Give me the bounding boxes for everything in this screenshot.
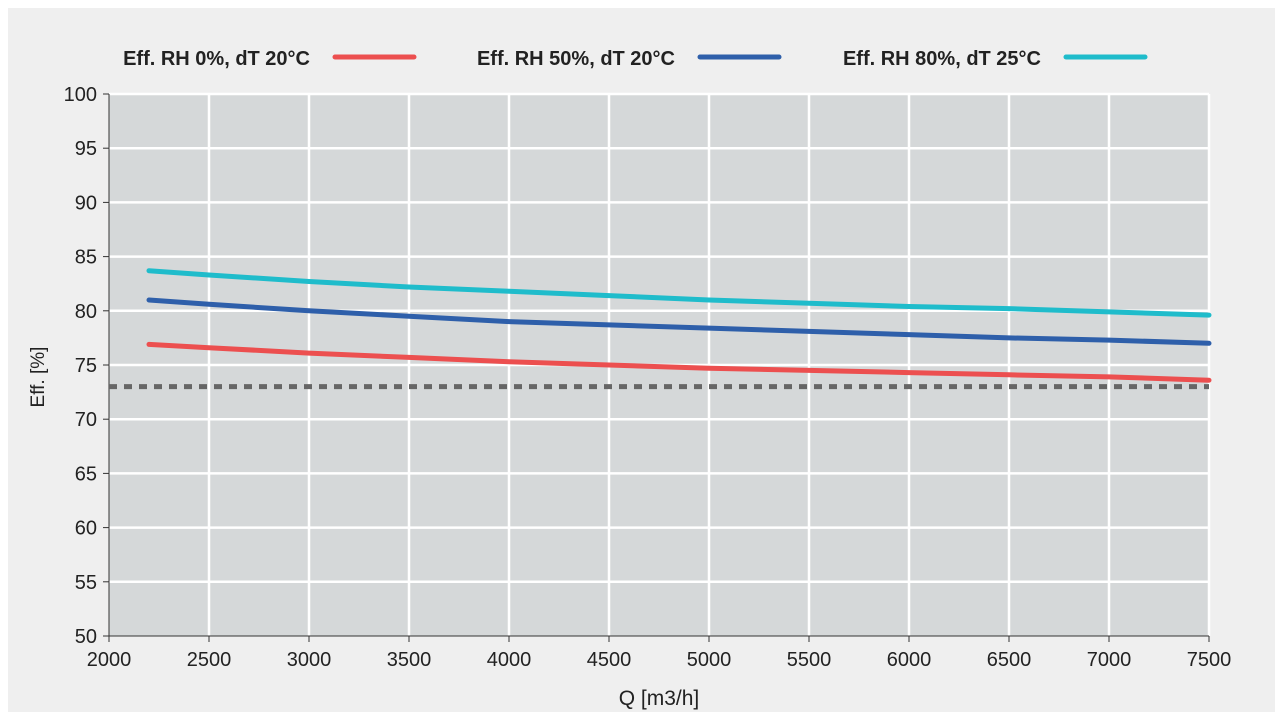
x-tick-label: 5000 bbox=[687, 649, 732, 671]
x-tick-label: 4500 bbox=[587, 649, 632, 671]
y-tick-label: 50 bbox=[75, 626, 97, 648]
x-tick-label: 3000 bbox=[287, 649, 332, 671]
y-tick-label: 75 bbox=[75, 355, 97, 377]
x-tick-label: 3500 bbox=[387, 649, 432, 671]
efficiency-chart: 2000 2500 3000 3500 4000 4500 5000 5500 6000 6500… bbox=[28, 48, 1232, 710]
y-tick-label: 100 bbox=[64, 84, 97, 106]
x-tick-label: 6000 bbox=[887, 649, 932, 671]
x-tick-label: 2000 bbox=[87, 649, 132, 671]
series-line-1 bbox=[146, 341, 1212, 383]
x-tick-label: 7000 bbox=[1087, 649, 1132, 671]
x-tick-label: 4000 bbox=[487, 649, 532, 671]
series-line-3 bbox=[146, 268, 1212, 318]
y-tick-label: 65 bbox=[75, 463, 97, 485]
x-tick-label: 7500 bbox=[1187, 649, 1232, 671]
series-line-2 bbox=[146, 297, 1212, 346]
x-tick-label: 6500 bbox=[987, 649, 1032, 671]
legend-label-2: Eff. RH 50%, dT 20°C bbox=[477, 48, 675, 70]
axes: 2000 2500 3000 3500 4000 4500 5000 5500 6000 6500… bbox=[64, 84, 1232, 671]
x-axis-label: Q [m3/h] bbox=[619, 687, 700, 710]
y-tick-label: 80 bbox=[75, 301, 97, 323]
legend-label-3: Eff. RH 80%, dT 25°C bbox=[843, 48, 1041, 70]
series-layer bbox=[146, 268, 1212, 383]
chart-frame: 2000 2500 3000 3500 4000 4500 5000 5500 6000 6500… bbox=[8, 8, 1275, 712]
y-axis-label: Eff. [%] bbox=[28, 347, 49, 408]
x-tick-label: 5500 bbox=[787, 649, 832, 671]
legend: Eff. RH 0%, dT 20°C Eff. RH 50%, dT 20°C E… bbox=[123, 48, 1148, 70]
y-tick-label: 70 bbox=[75, 409, 97, 431]
y-tick-label: 90 bbox=[75, 192, 97, 214]
x-tick-label: 2500 bbox=[187, 649, 232, 671]
y-tick-label: 60 bbox=[75, 518, 97, 540]
y-tick-label: 55 bbox=[75, 572, 97, 594]
grid-lines bbox=[109, 92, 1211, 636]
y-tick-label: 95 bbox=[75, 138, 97, 160]
legend-label-1: Eff. RH 0%, dT 20°C bbox=[123, 48, 310, 70]
y-tick-label: 85 bbox=[75, 247, 97, 269]
